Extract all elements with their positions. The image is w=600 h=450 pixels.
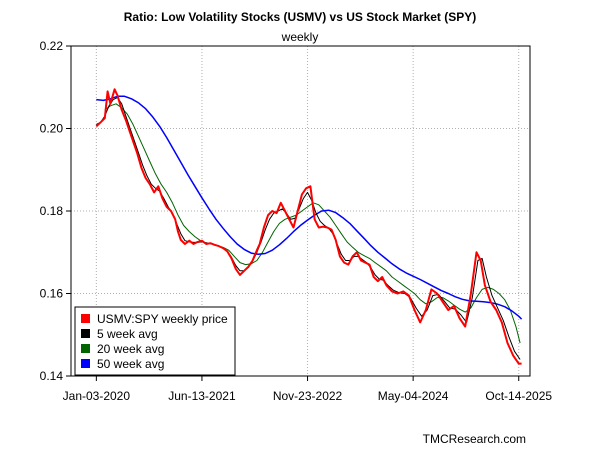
x-tick-label: Jun-13-2021 (168, 389, 236, 403)
x-tick-label: Jan-03-2020 (63, 389, 131, 403)
legend-swatch (81, 359, 90, 368)
series-lines (95, 88, 523, 365)
legend-box (74, 306, 236, 376)
y-tick-label: 0.22 (40, 39, 64, 53)
x-tick-label: Nov-23-2022 (273, 389, 343, 403)
legend-swatch (81, 344, 90, 353)
y-axis: 0.14 0.16 0.18 0.20 0.22 (40, 39, 71, 383)
plot-area-frame (70, 45, 531, 377)
legend-swatch (81, 329, 90, 338)
x-tick-label: May-04-2024 (378, 389, 449, 403)
legend-label: 20 week avg (97, 342, 164, 356)
legend-label: 50 week avg (97, 357, 164, 371)
usmv-spy-weekly-price-line (95, 88, 522, 365)
footer-credit: TMCResearch.com (423, 432, 526, 446)
legend-label: USMV:SPY weekly price (97, 312, 228, 326)
y-tick-label: 0.16 (40, 287, 64, 301)
legend-swatch (81, 314, 90, 323)
y-tick-label: 0.18 (40, 204, 64, 218)
legend-label: 5 week avg (97, 327, 158, 341)
y-tick-label: 0.20 (40, 122, 64, 136)
chart-title: Ratio: Low Volatility Stocks (USMV) vs U… (124, 10, 477, 24)
x-axis: Jan-03-2020 Jun-13-2021 Nov-23-2022 May-04-… (63, 376, 552, 403)
y-tick-label: 0.14 (40, 369, 64, 383)
50-week-avg-line (96, 95, 523, 320)
chart-subtitle: weekly (281, 30, 319, 44)
x-tick-label: Oct-14-2025 (485, 389, 552, 403)
grid-lines (71, 45, 530, 377)
